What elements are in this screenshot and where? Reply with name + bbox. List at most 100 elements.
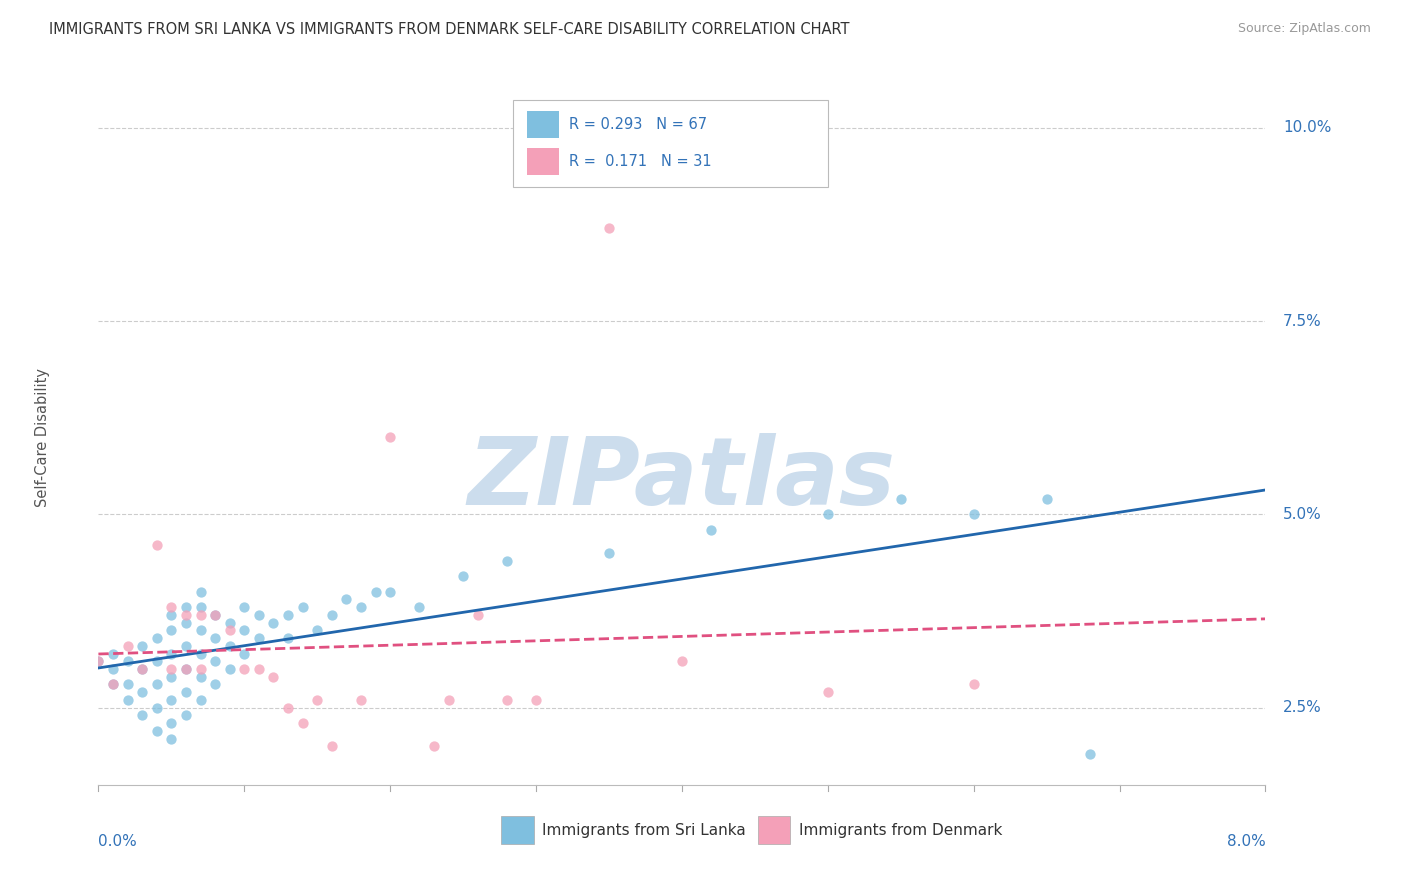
Point (364, 584, 387, 599)
Point (218, 624, 240, 638)
Point (146, 723, 169, 738)
Point (160, 624, 183, 638)
Point (131, 708, 153, 723)
Point (307, 693, 329, 707)
Text: 7.5%: 7.5% (1282, 314, 1322, 328)
Text: R = 0.293   N = 67: R = 0.293 N = 67 (568, 117, 707, 132)
Point (160, 716, 183, 731)
Text: R =  0.171   N = 31: R = 0.171 N = 31 (568, 154, 711, 169)
Point (378, 430, 402, 444)
Point (174, 607, 197, 622)
Point (291, 716, 314, 731)
Point (190, 693, 212, 707)
Text: IMMIGRANTS FROM SRI LANKA VS IMMIGRANTS FROM DENMARK SELF-CARE DISABILITY CORREL: IMMIGRANTS FROM SRI LANKA VS IMMIGRANTS … (49, 22, 849, 37)
Point (451, 569, 474, 583)
Point (350, 600, 373, 615)
Point (233, 662, 256, 676)
Point (277, 607, 299, 622)
Point (233, 624, 256, 638)
Text: Immigrants from Denmark: Immigrants from Denmark (799, 822, 1002, 838)
Point (335, 592, 357, 607)
Text: 8.0%: 8.0% (1226, 834, 1265, 848)
Point (190, 584, 212, 599)
Point (160, 607, 183, 622)
Point (146, 538, 169, 552)
Point (146, 677, 169, 691)
Point (204, 677, 226, 691)
Point (174, 708, 197, 723)
Point (262, 615, 284, 630)
Point (291, 600, 314, 615)
Point (190, 647, 212, 661)
Point (204, 607, 226, 622)
Point (117, 639, 139, 653)
FancyBboxPatch shape (527, 148, 560, 175)
Point (131, 662, 153, 676)
Point (131, 685, 153, 699)
Point (160, 600, 183, 615)
Point (174, 662, 197, 676)
Point (190, 600, 212, 615)
Point (671, 654, 693, 668)
Point (146, 654, 169, 668)
Point (146, 631, 169, 645)
Point (160, 662, 183, 676)
Point (321, 607, 343, 622)
Point (437, 693, 460, 707)
Point (174, 685, 197, 699)
Text: Source: ZipAtlas.com: Source: ZipAtlas.com (1237, 22, 1371, 36)
Point (496, 693, 519, 707)
Point (962, 508, 984, 522)
Point (190, 670, 212, 684)
Point (117, 654, 139, 668)
Point (204, 607, 226, 622)
Point (277, 700, 299, 714)
Point (1035, 491, 1057, 506)
Point (117, 677, 139, 691)
FancyBboxPatch shape (513, 100, 828, 186)
Point (101, 677, 124, 691)
FancyBboxPatch shape (501, 816, 534, 844)
Point (204, 631, 226, 645)
Point (524, 693, 547, 707)
Point (598, 221, 620, 235)
Point (247, 607, 270, 622)
Point (218, 615, 240, 630)
FancyBboxPatch shape (527, 112, 560, 138)
Point (160, 647, 183, 661)
Point (160, 693, 183, 707)
Point (160, 731, 183, 746)
Point (87, 654, 110, 668)
Point (101, 647, 124, 661)
Point (131, 662, 153, 676)
Point (218, 639, 240, 653)
Point (817, 685, 839, 699)
Point (87, 654, 110, 668)
Text: 0.0%: 0.0% (98, 834, 138, 848)
Point (817, 508, 839, 522)
Text: 10.0%: 10.0% (1282, 120, 1331, 136)
Point (218, 662, 240, 676)
Text: Immigrants from Sri Lanka: Immigrants from Sri Lanka (541, 822, 745, 838)
Point (146, 700, 169, 714)
Text: ZIPatlas: ZIPatlas (468, 433, 896, 524)
Point (190, 607, 212, 622)
Point (233, 600, 256, 615)
Point (190, 624, 212, 638)
Point (174, 600, 197, 615)
Point (496, 554, 519, 568)
Text: 5.0%: 5.0% (1282, 507, 1322, 522)
Point (262, 670, 284, 684)
Point (247, 662, 270, 676)
Point (247, 631, 270, 645)
Point (174, 662, 197, 676)
Point (350, 693, 373, 707)
Point (700, 523, 723, 537)
Point (408, 600, 430, 615)
Point (598, 546, 620, 560)
Point (117, 693, 139, 707)
Point (1080, 747, 1102, 761)
Point (321, 739, 343, 754)
Point (307, 624, 329, 638)
Point (174, 615, 197, 630)
